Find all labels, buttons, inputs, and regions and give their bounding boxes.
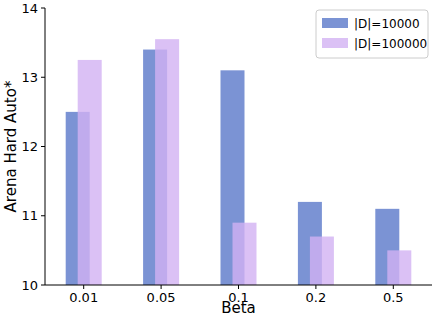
legend-swatch xyxy=(322,38,348,48)
bar xyxy=(387,250,411,285)
x-axis-label: Beta xyxy=(221,299,256,317)
x-tick xyxy=(238,285,239,289)
y-tick-label: 11 xyxy=(21,208,38,223)
bar xyxy=(310,237,334,285)
x-tick xyxy=(393,285,394,289)
x-tick-label: 0.05 xyxy=(147,290,176,305)
y-tick xyxy=(41,77,45,78)
y-axis-label: Arena Hard Auto* xyxy=(2,80,20,212)
y-tick xyxy=(41,146,45,147)
y-tick xyxy=(41,215,45,216)
bar xyxy=(78,60,102,285)
y-tick-label: 12 xyxy=(21,139,38,154)
y-tick-label: 14 xyxy=(21,1,38,16)
y-tick xyxy=(41,8,45,9)
x-tick-label: 0.5 xyxy=(383,290,404,305)
legend-swatch xyxy=(322,18,348,28)
x-tick-label: 0.01 xyxy=(69,290,98,305)
x-tick xyxy=(315,285,316,289)
x-tick-label: 0.2 xyxy=(306,290,327,305)
x-tick xyxy=(83,285,84,289)
legend-label: |D|=10000 xyxy=(354,17,420,31)
y-tick-label: 13 xyxy=(21,70,38,85)
y-tick xyxy=(41,285,45,286)
x-tick xyxy=(161,285,162,289)
legend: |D|=10000 |D|=100000 xyxy=(316,10,428,58)
legend-label: |D|=100000 xyxy=(354,37,427,51)
y-tick-label: 10 xyxy=(21,278,38,293)
chart: 10111213140.010.050.10.20.5BetaArena Har… xyxy=(0,0,434,318)
chart-container: 10111213140.010.050.10.20.5BetaArena Har… xyxy=(0,0,434,318)
bar xyxy=(155,39,179,285)
bars xyxy=(66,39,412,285)
legend-frame xyxy=(316,10,428,58)
bar xyxy=(233,223,257,285)
